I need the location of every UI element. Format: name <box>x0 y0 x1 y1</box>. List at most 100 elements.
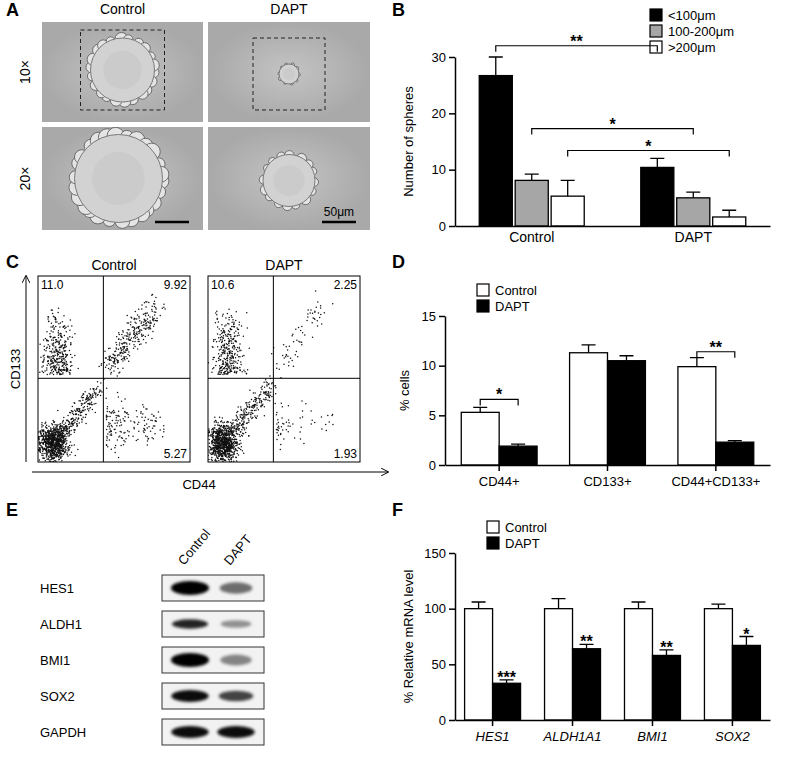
cytometry-event <box>126 412 128 414</box>
cytometry-event <box>52 313 54 315</box>
cytometry-event <box>55 347 57 349</box>
cytometry-event <box>50 336 52 338</box>
cytometry-event <box>56 364 58 366</box>
cytometry-event <box>124 412 126 414</box>
cytometry-event <box>53 450 55 452</box>
cytometry-event <box>40 433 42 435</box>
cytometry-event <box>47 361 49 363</box>
cytometry-event <box>45 442 47 444</box>
cytometry-event <box>118 338 120 340</box>
micrograph-background <box>208 127 370 230</box>
legend-swatch <box>650 9 662 21</box>
cytometry-event <box>58 437 60 439</box>
cytometry-event <box>75 413 77 415</box>
cytometry-event <box>89 399 91 401</box>
cytometry-event <box>38 439 40 441</box>
significance-label: ** <box>570 33 583 50</box>
cytometry-event <box>71 325 73 327</box>
cytometry-event <box>52 348 54 350</box>
cytometry-event <box>63 424 65 426</box>
cytometry-event <box>56 431 58 433</box>
cytometry-event <box>113 357 115 359</box>
cytometry-event <box>56 438 58 440</box>
cytometry-event <box>126 348 128 350</box>
cytometry-event <box>60 369 62 371</box>
micrograph <box>42 22 203 122</box>
row-title: 10× <box>17 60 33 84</box>
cytometry-event <box>56 321 58 323</box>
cytometry-event <box>112 361 114 363</box>
cytometry-event <box>64 435 66 437</box>
cytometry-event <box>39 371 41 373</box>
cytometry-event <box>73 423 75 425</box>
cytometry-event <box>57 372 59 374</box>
cytometry-event <box>56 445 58 447</box>
cytometry-event <box>120 348 122 350</box>
cytometry-event <box>129 339 131 341</box>
cytometry-event <box>65 430 67 432</box>
cytometry-event <box>120 445 122 447</box>
cytometry-event <box>116 425 118 427</box>
cytometry-event <box>79 415 81 417</box>
micrograph-background <box>42 22 203 122</box>
cytometry-event <box>72 412 74 414</box>
cytometry-event <box>55 437 57 439</box>
cytometry-event <box>56 441 58 443</box>
cytometry-event <box>138 333 140 335</box>
cytometry-event <box>128 338 130 340</box>
cytometry-event <box>134 321 136 323</box>
cytometry-event <box>126 336 128 338</box>
cytometry-event <box>66 427 68 429</box>
cytometry-event <box>152 331 154 333</box>
cytometry-event <box>52 458 54 460</box>
cytometry-event <box>124 441 126 443</box>
cytometry-event <box>109 357 111 359</box>
cytometry-event <box>101 391 103 393</box>
legend-swatch <box>650 25 662 37</box>
cytometry-event <box>42 371 44 373</box>
cytometry-event <box>138 316 140 318</box>
error-bar <box>722 210 736 217</box>
cytometry-event <box>67 428 69 430</box>
cytometry-event <box>60 432 62 434</box>
cytometry-event <box>146 322 148 324</box>
cytometry-event <box>44 448 46 450</box>
cytometry-event <box>61 460 63 462</box>
cytometry-event <box>56 425 58 427</box>
cytometry-event <box>61 345 63 347</box>
column-title: DAPT <box>270 1 308 17</box>
cytometry-event <box>66 364 68 366</box>
cytometry-event <box>112 411 114 413</box>
cytometry-event <box>111 425 113 427</box>
cytometry-event <box>126 346 128 348</box>
cytometry-event <box>46 451 48 453</box>
cytometry-event <box>121 352 123 354</box>
cytometry-event <box>56 358 58 360</box>
cytometry-event <box>59 435 61 437</box>
cytometry-event <box>126 335 128 337</box>
cytometry-event <box>56 444 58 446</box>
cytometry-event <box>125 438 127 440</box>
cytometry-event <box>50 444 52 446</box>
error-bar <box>489 57 503 76</box>
cytometry-event <box>60 347 62 349</box>
cytometry-event <box>66 368 68 370</box>
cytometry-event <box>118 372 120 374</box>
cytometry-event <box>126 348 128 350</box>
cytometry-event <box>122 438 124 440</box>
cytometry-event <box>126 338 128 340</box>
cytometry-event <box>117 362 119 364</box>
cytometry-event <box>83 393 85 395</box>
cytometry-event <box>68 446 70 448</box>
cytometry-event <box>106 429 108 431</box>
cytometry-event <box>59 373 61 375</box>
sphere <box>86 32 159 107</box>
cytometry-event <box>54 442 56 444</box>
cytometry-event <box>55 439 57 441</box>
cytometry-event <box>66 433 68 435</box>
cytometry-event <box>62 450 64 452</box>
cytometry-event <box>56 446 58 448</box>
cytometry-event <box>45 435 47 437</box>
cytometry-event <box>142 404 144 406</box>
cytometry-event <box>45 436 47 438</box>
